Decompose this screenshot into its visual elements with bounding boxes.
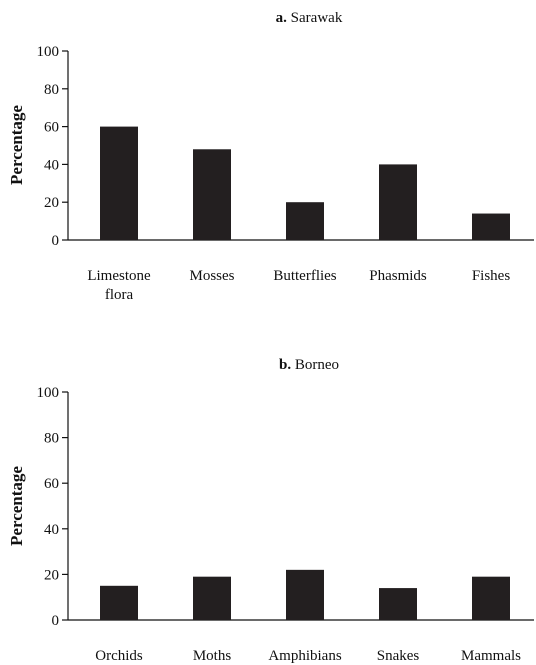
x-category-label: Mammals bbox=[461, 648, 521, 664]
x-category-label: Amphibians bbox=[268, 648, 341, 664]
panel-letter: b. bbox=[279, 357, 291, 373]
y-tick-label: 20 bbox=[44, 567, 59, 583]
x-category-label: Orchids bbox=[95, 648, 143, 664]
y-tick-label: 80 bbox=[44, 82, 59, 98]
chart-panel-0: a. Sarawak 0 20 40 60 80 100 Percentage Limeston… bbox=[7, 10, 534, 303]
bar-1 bbox=[193, 576, 231, 620]
y-tick-label: 40 bbox=[44, 522, 59, 538]
chart-title: a. Sarawak bbox=[276, 10, 343, 26]
bar-4 bbox=[472, 576, 510, 620]
x-category-label-line: Moths bbox=[193, 648, 232, 664]
x-category-label: Mosses bbox=[189, 268, 234, 284]
bar-1 bbox=[193, 149, 231, 240]
x-category-label-line: Mosses bbox=[189, 268, 234, 284]
x-category-label-line: Phasmids bbox=[369, 268, 427, 284]
y-tick-label: 0 bbox=[52, 233, 60, 249]
bar-2 bbox=[286, 202, 324, 240]
x-category-label-line: Fishes bbox=[472, 268, 511, 284]
x-category-label-line: Limestone bbox=[87, 268, 151, 284]
y-tick-label: 100 bbox=[37, 385, 60, 401]
y-axis-title: Percentage bbox=[7, 105, 26, 185]
y-tick-label: 100 bbox=[37, 44, 60, 60]
y-tick-label: 60 bbox=[44, 120, 59, 136]
x-category-label-line: Orchids bbox=[95, 648, 143, 664]
chart-title: b. Borneo bbox=[279, 357, 339, 373]
bar-3 bbox=[379, 164, 417, 240]
bar-4 bbox=[472, 213, 510, 240]
chart-panel-1: b. Borneo 0 20 40 60 80 100 Percentage Orchids Mo… bbox=[7, 357, 534, 664]
panel-title-text: Sarawak bbox=[287, 10, 343, 26]
bar-0 bbox=[100, 585, 138, 620]
x-category-label: Moths bbox=[193, 648, 232, 664]
y-tick-label: 60 bbox=[44, 476, 59, 492]
bar-2 bbox=[286, 569, 324, 620]
x-category-label: Phasmids bbox=[369, 268, 427, 284]
x-category-label: Fishes bbox=[472, 268, 511, 284]
y-tick-label: 20 bbox=[44, 195, 59, 211]
y-tick-label: 40 bbox=[44, 157, 59, 173]
x-category-label-line: Mammals bbox=[461, 648, 521, 664]
x-category-label: Butterflies bbox=[273, 268, 336, 284]
panel-letter: a. bbox=[276, 10, 288, 26]
y-axis-title: Percentage bbox=[7, 466, 26, 546]
x-category-label: Limestone flora bbox=[87, 268, 151, 303]
x-category-label-line: Snakes bbox=[377, 648, 420, 664]
bar-3 bbox=[379, 588, 417, 620]
y-tick-label: 0 bbox=[52, 613, 60, 629]
x-category-label: Snakes bbox=[377, 648, 420, 664]
bar-0 bbox=[100, 126, 138, 240]
panel-title-text: Borneo bbox=[291, 357, 339, 373]
x-category-label-line: Butterflies bbox=[273, 268, 336, 284]
y-tick-label: 80 bbox=[44, 431, 59, 447]
x-category-label-line: flora bbox=[105, 287, 134, 303]
x-category-label-line: Amphibians bbox=[268, 648, 341, 664]
